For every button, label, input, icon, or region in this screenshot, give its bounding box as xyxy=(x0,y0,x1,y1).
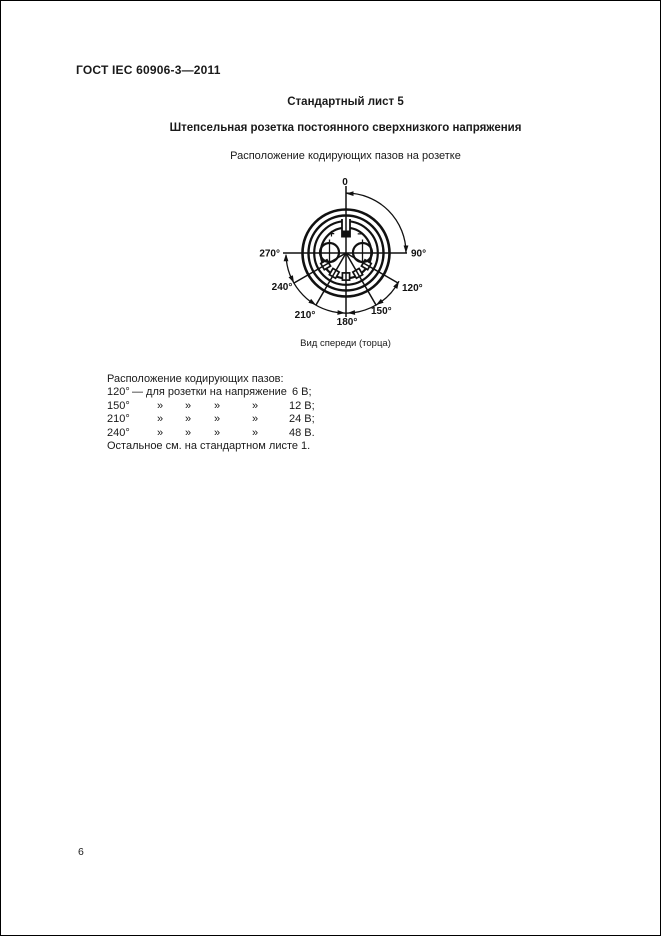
label-240: 240° xyxy=(272,282,293,293)
minus-sign: − xyxy=(357,229,363,241)
ditto-mark: » xyxy=(214,413,221,426)
note-row-210: 210° » » » » 24 В; xyxy=(107,413,467,426)
note-value: 12 В; xyxy=(289,399,315,412)
subject-title: Штепсельная розетка постоянного сверхниз… xyxy=(169,122,522,134)
note-value: 6 В; xyxy=(292,386,312,399)
label-0: 0 xyxy=(342,177,348,188)
note-angle: 120° xyxy=(107,386,130,399)
note-angle: 150° xyxy=(107,399,130,412)
note-value: 48 В. xyxy=(289,426,315,439)
standard-designation: ГОСТ IEC 60906-3—2011 xyxy=(76,63,221,77)
coding-grooves-notes: Расположение кодирующих пазов: 120° — дл… xyxy=(107,373,467,453)
note-row-120: 120° — для розетки на напряжение 6 В; xyxy=(107,386,467,399)
note-body: — для розетки на напряжение xyxy=(132,386,287,399)
ditto-mark: » xyxy=(252,399,259,412)
dimension-arrowheads xyxy=(283,191,409,315)
figure-caption: Вид спереди (торца) xyxy=(300,338,391,349)
page-number: 6 xyxy=(78,846,84,858)
ditto-mark: » xyxy=(252,413,259,426)
socket-front-view-diagram: 0 90° 270° 120° 150° 180° 210° 240° + − xyxy=(259,177,426,328)
note-angle: 240° xyxy=(107,426,130,439)
note-value: 24 В; xyxy=(289,413,315,426)
label-120: 120° xyxy=(402,283,423,294)
figure-title: Расположение кодирующих пазов на розетке xyxy=(230,150,461,162)
notes-intro: Расположение кодирующих пазов: xyxy=(107,373,284,385)
note-row-240: 240° » » » » 48 В. xyxy=(107,427,467,440)
label-150: 150° xyxy=(371,306,392,317)
label-90: 90° xyxy=(411,249,426,260)
note-angle: 210° xyxy=(107,413,130,426)
ditto-mark: » xyxy=(214,399,221,412)
label-210: 210° xyxy=(295,310,316,321)
ditto-mark: » xyxy=(157,426,164,439)
note-row-150: 150° » » » » 12 В; xyxy=(107,400,467,413)
ditto-mark: » xyxy=(157,413,164,426)
ditto-mark: » xyxy=(185,426,192,439)
plus-sign: + xyxy=(328,229,334,241)
ditto-mark: » xyxy=(252,426,259,439)
centerlines xyxy=(283,186,407,317)
label-270: 270° xyxy=(259,249,280,260)
notes-outro: Остальное см. на стандартном листе 1. xyxy=(107,439,311,452)
ditto-mark: » xyxy=(185,413,192,426)
sheet-title: Стандартный лист 5 xyxy=(287,96,404,108)
ditto-mark: » xyxy=(157,399,164,412)
ditto-mark: » xyxy=(214,426,221,439)
label-180: 180° xyxy=(337,317,358,328)
ditto-mark: » xyxy=(185,399,192,412)
